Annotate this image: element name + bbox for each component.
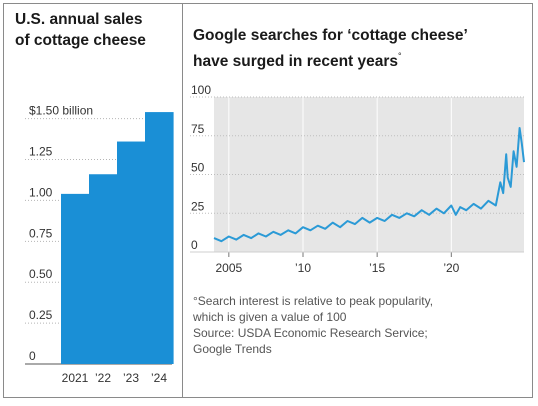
searches-x-tick-label: ’20 [443,261,459,275]
searches-y-tick-label: 100 [191,83,211,97]
sales-y-tick-label: 0 [29,349,36,363]
searches-series-line [213,127,525,243]
searches-y-tick-label: 25 [191,199,205,213]
sales-chart-title: U.S. annual sales of cottage cheese [15,9,180,51]
note-line1: °Search interest is relative to peak pop… [193,294,434,308]
sales-y-tick-label: 1.25 [29,145,53,159]
searches-title-line2-wrap: have surged in recent years° [193,46,523,72]
searches-y-tick-label: 0 [191,238,198,252]
sales-y-tick-label: 0.75 [29,226,53,240]
sales-x-tick-label: ’23 [123,371,139,385]
sales-bar [89,174,118,364]
sales-y-tick-label: 0.25 [29,308,53,322]
note-line2: which is given a value of 100 [193,310,347,324]
searches-title-line2: have surged in recent years [193,53,399,70]
panel-divider [182,3,183,398]
searches-plot-area [214,97,524,252]
searches-line-chart: 2005 ’10 ’15 ’20 0 25 50 75 100 [190,83,525,275]
figure-frame [3,3,533,398]
searches-chart-title: Google searches for ‘cottage cheese’ hav… [193,25,523,72]
sales-title-line2: of cottage cheese [15,32,146,49]
chart-notes: °Search interest is relative to peak pop… [193,293,523,357]
footnote-mark: ° [398,51,402,61]
searches-title-line1: Google searches for ‘cottage cheese’ [193,27,468,44]
sales-bar [117,141,146,364]
searches-x-tick-label: ’10 [295,261,311,275]
sales-x-tick-label: ’24 [151,371,167,385]
searches-y-tick-label: 75 [191,122,205,136]
sales-y-tick-label: 0.50 [29,267,53,281]
searches-x-tick-label: ’15 [369,261,385,275]
searches-y-tick-label: 50 [191,161,205,175]
source-line1: Source: USDA Economic Research Service; [193,326,428,340]
sales-y-tick-label: $1.50 billion [29,104,93,118]
sales-bar [61,193,90,364]
searches-x-tick-label: 2005 [215,261,242,275]
source-line2: Google Trends [193,342,272,356]
sales-y-tick-label: 1.00 [29,185,53,199]
sales-bar-chart: 0 0.25 0.50 0.75 1.00 1.25 $1.50 billion 2021 ’2… [25,104,174,385]
sales-x-tick-label: ’22 [95,371,111,385]
sales-x-tick-label: 2021 [62,371,89,385]
sales-title-line1: U.S. annual sales [15,11,143,28]
sales-bar [145,112,174,364]
